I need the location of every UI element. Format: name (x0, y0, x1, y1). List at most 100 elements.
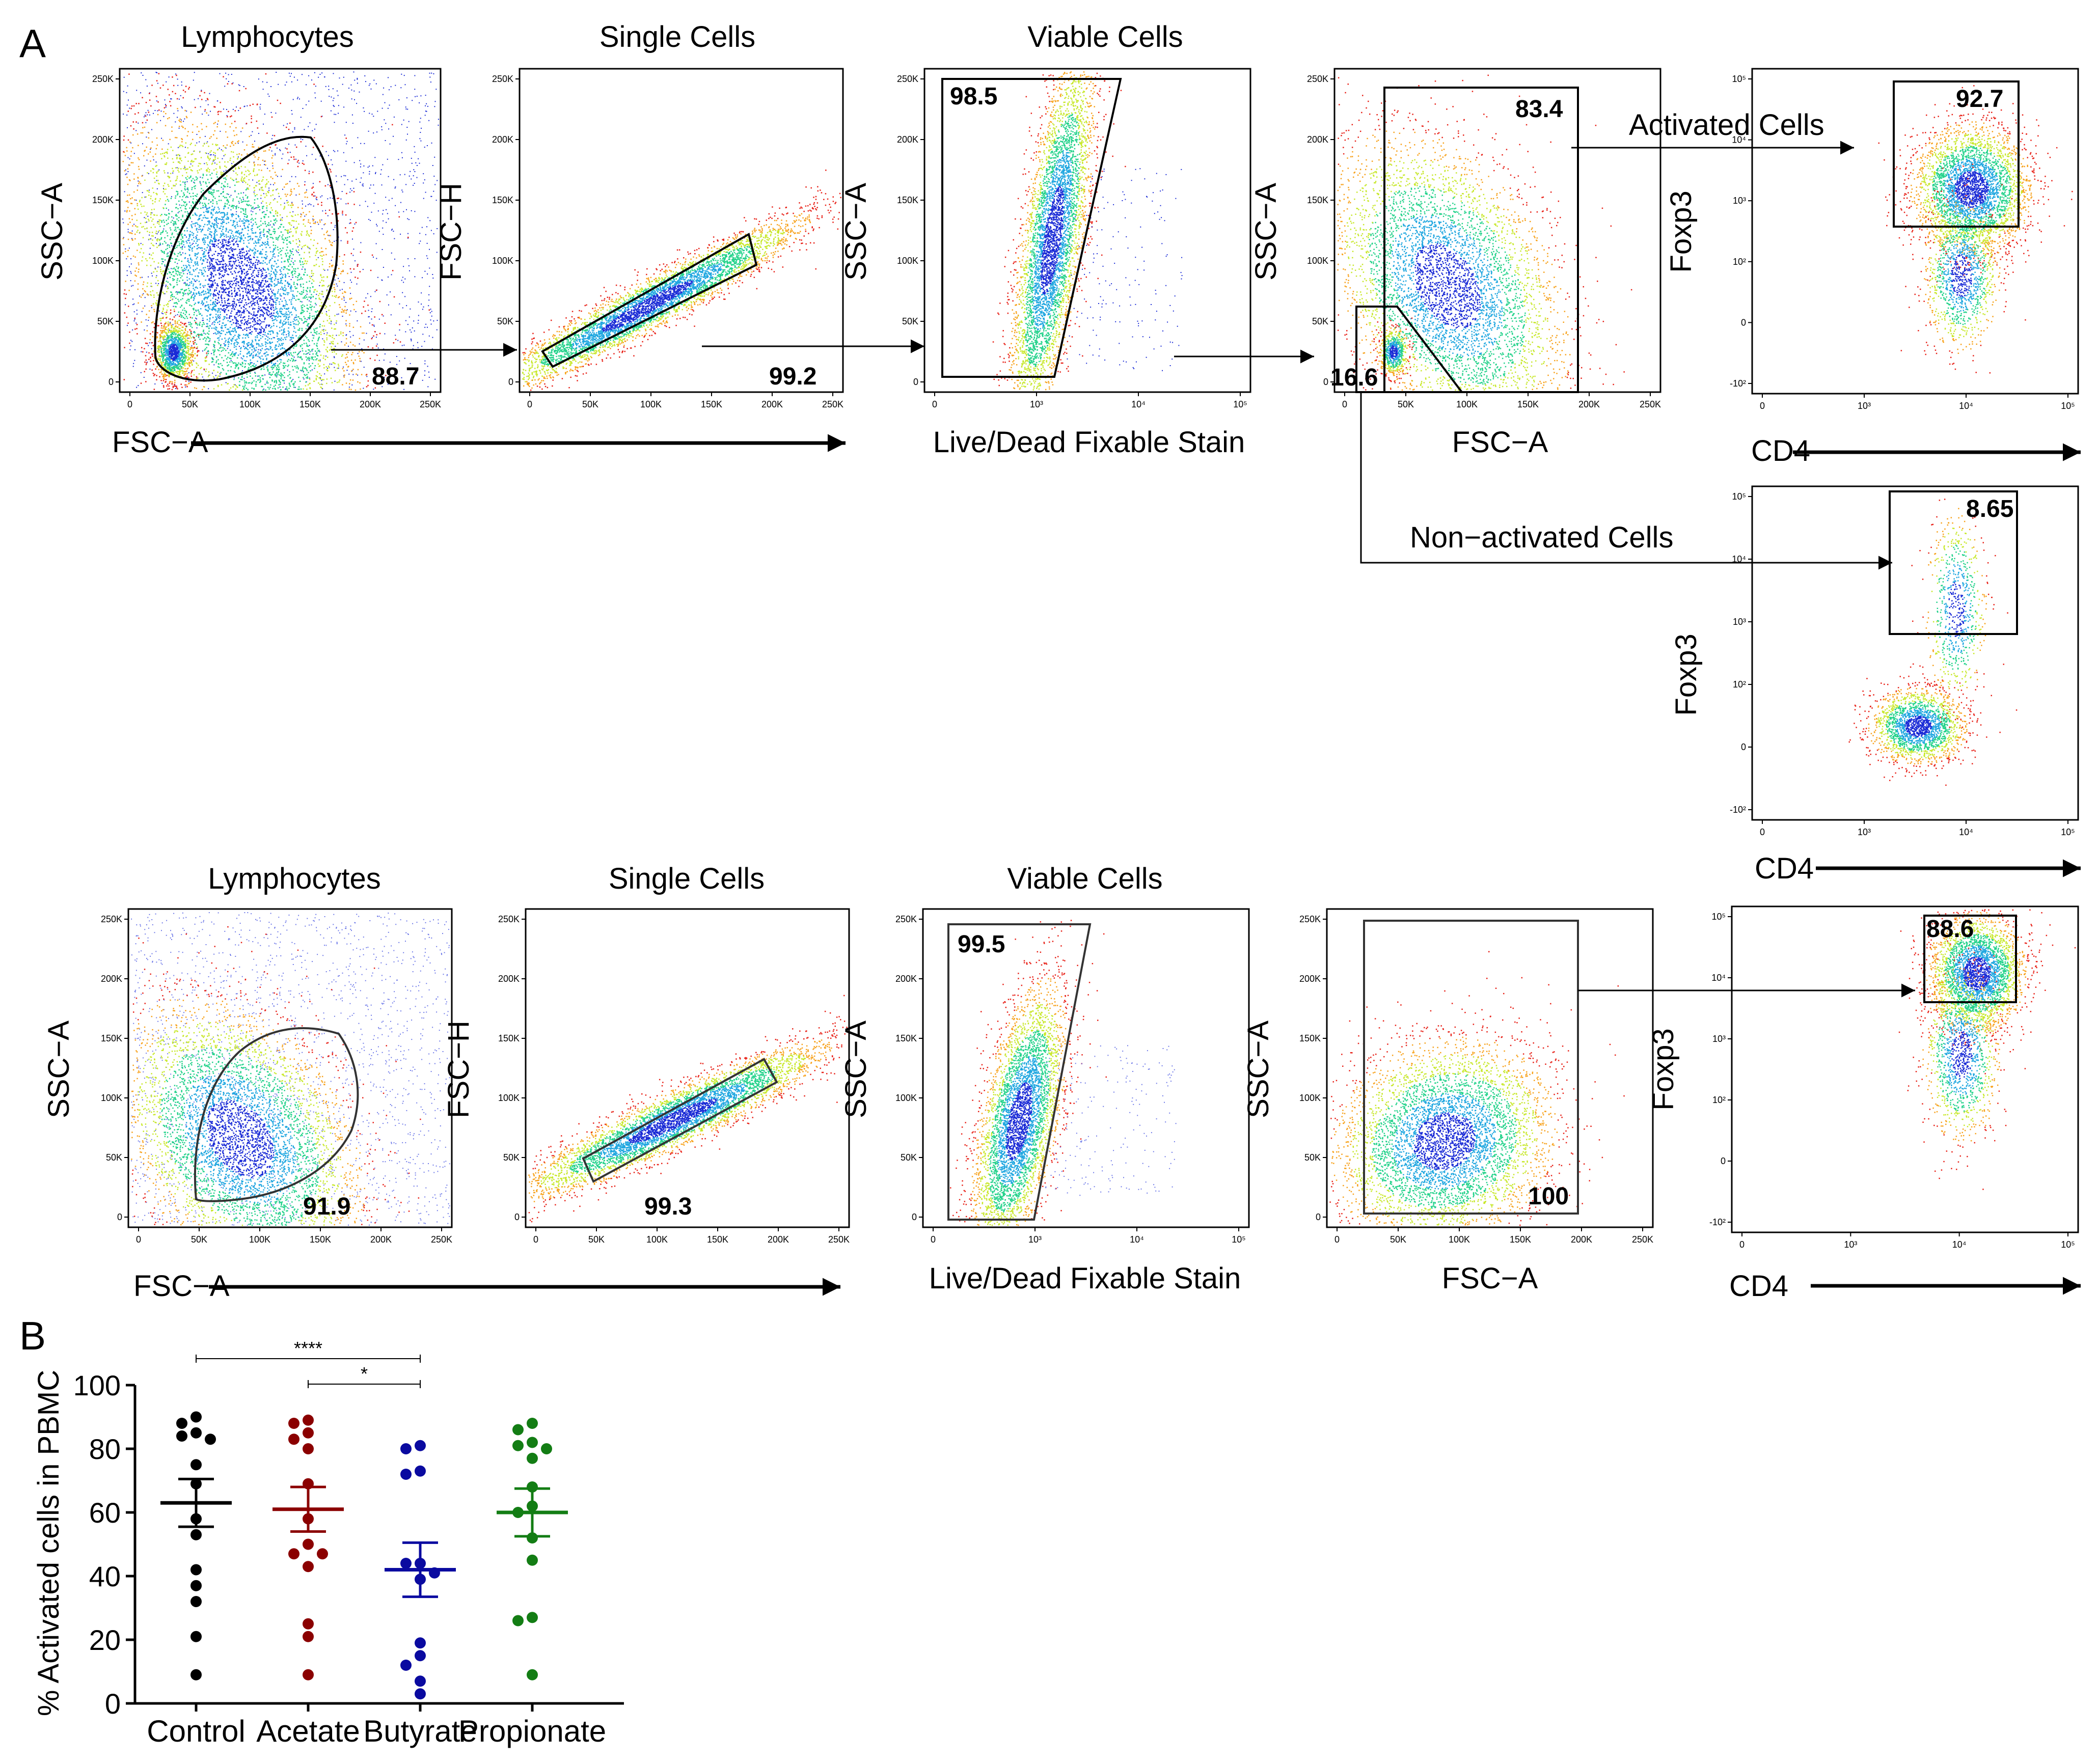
panel-a-letter: A (19, 21, 46, 66)
x-tick-label: 50K (1398, 399, 1414, 409)
y-tick-label: 100K (101, 1093, 122, 1103)
b-point-acetate (303, 1669, 314, 1680)
density-dots (629, 1098, 717, 1144)
x-tick-label: 150K (1517, 399, 1539, 409)
b-point-acetate (303, 1538, 314, 1550)
y-tick-label: 0 (1323, 377, 1328, 387)
title-lymphocytes-2: Lymphocytes (208, 862, 381, 895)
density-activation-2 (1329, 951, 1625, 1226)
density-single-2 (528, 995, 848, 1223)
gate-value-single: 99.2 (769, 363, 816, 390)
gate-value-activation-2: 100 (1528, 1183, 1569, 1210)
x-tick-label: 50K (1390, 1234, 1406, 1245)
y-tick-label: 200K (1307, 134, 1328, 145)
b-point-acetate (303, 1631, 314, 1642)
x-tick-label: 10³ (1028, 1234, 1042, 1245)
ylabel-viable: SSC−A (839, 183, 873, 281)
b-point-acetate (288, 1548, 299, 1560)
b-ytick-label: 100 (73, 1369, 121, 1401)
gate-value-lymphocytes: 88.7 (372, 363, 419, 390)
density-dots (1414, 243, 1481, 329)
y-tick-label: 10⁵ (1732, 491, 1746, 502)
b-significance: ***** (196, 1338, 421, 1388)
y-tick-label: 10³ (1733, 617, 1746, 627)
y-tick-label: 100K (1307, 256, 1328, 266)
density-dots (1388, 345, 1399, 360)
y-tick-label: 250K (897, 74, 918, 84)
background-dots (1066, 168, 1183, 371)
density-dots (183, 205, 297, 367)
b-point-butyrate (415, 1688, 426, 1700)
density-dots (1383, 336, 1404, 368)
density-dots (1943, 158, 2000, 220)
y-tick-label: 10⁵ (1712, 912, 1726, 922)
y-tick-label: 150K (498, 1033, 520, 1043)
y-tick-label: 250K (92, 74, 114, 84)
ylabel-nonactivated: Foxp3 (1670, 633, 1703, 715)
y-tick-label: 250K (498, 914, 520, 924)
title-lymphocytes: Lymphocytes (181, 20, 354, 53)
y-tick-label: 250K (1299, 914, 1321, 924)
x-tick-label: 50K (191, 1234, 207, 1245)
density-dots (168, 343, 180, 362)
density-dots (1925, 508, 1987, 708)
density-dots (1005, 1082, 1033, 1161)
y-tick-label: 0 (514, 1212, 520, 1222)
x-tick-label: 0 (1342, 399, 1347, 409)
b-ytick-label: 0 (105, 1688, 121, 1720)
ticks-nonactivated: 10⁵ 10⁴ 10³ 10² 0 -10² 0 10³ 10⁴ 10⁵ (1730, 491, 2075, 837)
x-tick-label: 100K (249, 1234, 270, 1245)
density-dots (1954, 170, 1989, 208)
x-tick-label: 0 (1760, 827, 1765, 837)
ylabel-viable-2: SSC−A (839, 1021, 873, 1118)
y-tick-label: 10² (1712, 1095, 1726, 1105)
y-tick-label: 10⁴ (1732, 135, 1746, 145)
y-tick-label: 250K (1307, 74, 1328, 84)
y-tick-label: 250K (101, 914, 122, 924)
ticks-lymphocytes-2: 250K 200K 150K 100K 50K 0 0 50K 100K 150K 200K 250K (101, 914, 452, 1245)
x-tick-label: 250K (431, 1234, 452, 1245)
x-tick-label: 50K (582, 399, 598, 409)
x-tick-label: 200K (370, 1234, 392, 1245)
density-dots (1943, 239, 1980, 312)
density-dots (1886, 701, 1951, 752)
ticks-activation: 250K 200K 150K 100K 50K 0 0 50K 100K 150K 200K 250K (1307, 74, 1661, 409)
y-tick-label: 50K (503, 1152, 520, 1163)
xlabel-activation-2: FSC−A (1442, 1262, 1538, 1295)
b-point-acetate (303, 1561, 314, 1573)
density-dots (602, 280, 693, 332)
density-dots (989, 1030, 1050, 1212)
x-tick-label: 50K (182, 399, 198, 409)
title-viable: Viable Cells (1027, 20, 1183, 53)
density-dots (1024, 114, 1081, 367)
gate-value-lymphocytes-2: 91.9 (303, 1193, 350, 1220)
gate-viable-2 (947, 923, 1092, 1221)
b-ytick-label: 40 (89, 1560, 121, 1592)
b-point-butyrate (400, 1660, 412, 1671)
b-point-butyrate (415, 1637, 426, 1649)
b-point-propionate (527, 1612, 538, 1623)
density-dots (206, 237, 275, 335)
y-tick-label: 200K (92, 134, 114, 145)
xlabel-activation: FSC−A (1452, 426, 1548, 459)
density-dots (1963, 956, 1991, 991)
density-dots (1953, 945, 2000, 1002)
density-dots (570, 263, 723, 349)
ticks-activated-2: 10⁵ 10⁴ 10³ 10² 0 -10² 0 10³ 10⁴ 10⁵ (1709, 912, 2075, 1250)
b-point-propionate (527, 1669, 538, 1680)
b-point-butyrate (400, 1443, 412, 1454)
b-point-acetate (288, 1434, 299, 1445)
density-single (522, 170, 841, 391)
x-tick-label: 0 (1334, 1234, 1340, 1245)
x-tick-label: 10⁵ (2061, 401, 2075, 411)
y-tick-label: 0 (1741, 317, 1746, 327)
label-nonactivated-cells: Non−activated Cells (1410, 521, 1673, 554)
x-tick-label: 0 (533, 1234, 538, 1245)
density-dots (950, 920, 1107, 1223)
b-point-propionate (541, 1443, 552, 1454)
density-dots (207, 1099, 275, 1178)
x-tick-label: 10⁴ (1959, 827, 1973, 837)
x-tick-label: 200K (761, 399, 783, 409)
gate-value-viable-2: 99.5 (958, 931, 1005, 958)
x-tick-label: 150K (1510, 1234, 1531, 1245)
